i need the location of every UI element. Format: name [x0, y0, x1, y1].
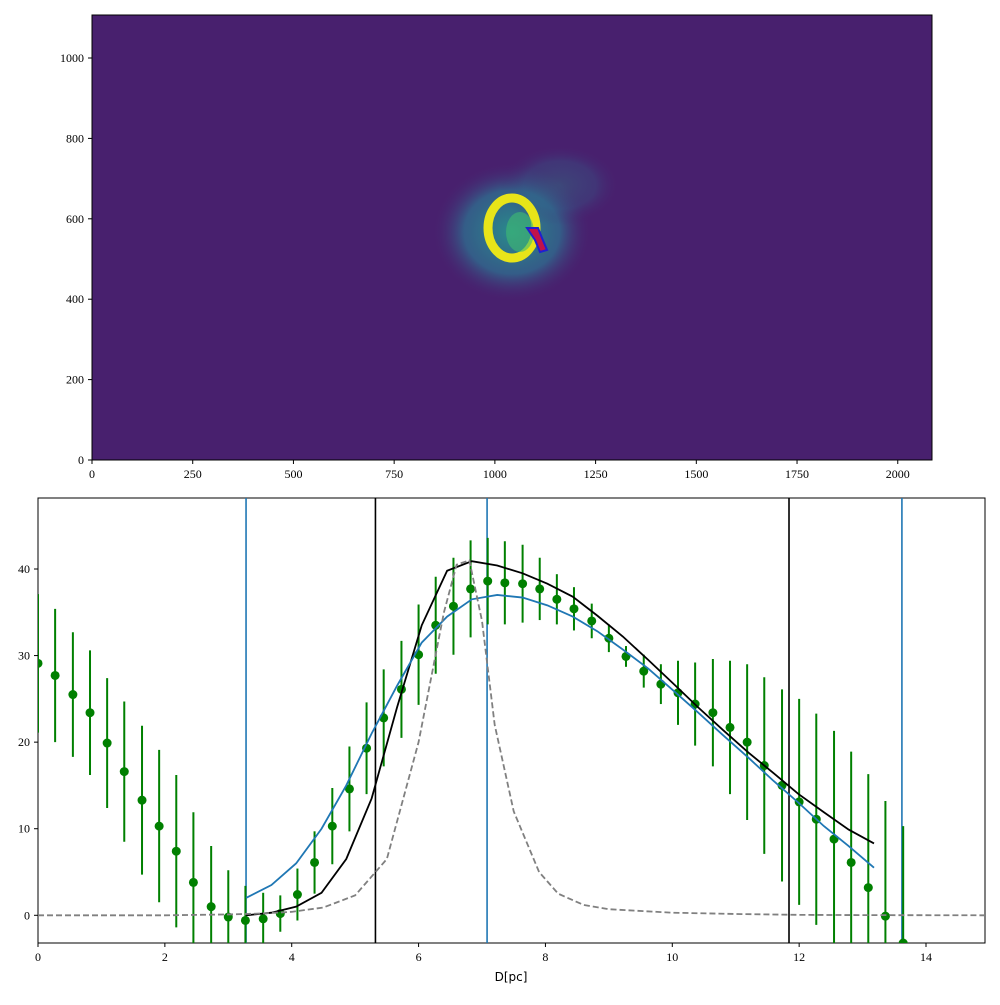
- data-point: [880, 911, 890, 921]
- data-point: [240, 915, 250, 925]
- data-point: [327, 821, 337, 831]
- data-point: [85, 708, 95, 718]
- x-tick-label: 1750: [785, 467, 809, 481]
- data-point: [431, 620, 441, 630]
- image-content: [432, 145, 620, 302]
- data-point: [569, 604, 579, 614]
- axes-frame: [37, 497, 986, 944]
- data-point: [742, 737, 752, 747]
- line-series: [245, 594, 875, 899]
- data-point: [310, 857, 320, 867]
- y-tick-label: 200: [66, 373, 84, 387]
- data-point: [708, 708, 718, 718]
- x-tick-label: 1000: [483, 467, 507, 481]
- plot-area: [38, 498, 985, 943]
- data-point: [137, 795, 147, 805]
- data-point: [794, 797, 804, 807]
- data-point: [898, 938, 908, 943]
- x-axis-label: D[pc]: [495, 970, 528, 984]
- data-point: [154, 821, 164, 831]
- data-point: [500, 578, 510, 588]
- y-tick-label: 400: [66, 292, 84, 306]
- y-tick-label: 30: [18, 649, 30, 663]
- data-point: [188, 877, 198, 887]
- y-tick-label: 40: [18, 562, 30, 576]
- line-series: [38, 559, 985, 917]
- data-point: [483, 576, 493, 586]
- x-tick-label: 0: [35, 950, 41, 964]
- data-point: [518, 579, 528, 589]
- data-point: [38, 658, 43, 668]
- data-point: [552, 594, 562, 604]
- data-point: [258, 914, 268, 924]
- y-tick-label: 800: [66, 131, 84, 145]
- y-tick-label: 1000: [60, 51, 84, 65]
- data-point: [50, 670, 60, 680]
- image-hotspot: [525, 227, 549, 254]
- data-point: [171, 846, 181, 856]
- data-point: [448, 601, 458, 611]
- x-tick-label: 750: [385, 467, 403, 481]
- x-tick-label: 250: [184, 467, 202, 481]
- x-tick-label: 4: [289, 950, 295, 964]
- data-point: [725, 722, 735, 732]
- y-tick-label: 0: [24, 908, 30, 922]
- data-point: [656, 679, 666, 689]
- data-point: [119, 767, 129, 777]
- x-tick-label: 14: [920, 950, 932, 964]
- data-point: [535, 584, 545, 594]
- data-point: [466, 584, 476, 594]
- y-tick-label: 10: [18, 822, 30, 836]
- x-tick-label: 12: [793, 950, 805, 964]
- x-tick-label: 2000: [886, 467, 910, 481]
- image-ring-inner: [506, 212, 534, 252]
- axes-frame: [91, 14, 933, 461]
- x-tick-label: 1250: [584, 467, 608, 481]
- x-tick-label: 2: [162, 950, 168, 964]
- x-tick-label: 1500: [684, 467, 708, 481]
- data-point: [863, 883, 873, 893]
- data-point: [639, 666, 649, 676]
- data-point: [587, 616, 597, 626]
- data-point: [68, 690, 78, 700]
- x-tick-label: 500: [284, 467, 302, 481]
- line-series: [245, 560, 875, 917]
- y-tick-label: 600: [66, 212, 84, 226]
- data-point: [846, 857, 856, 867]
- y-tick-label: 0: [78, 453, 84, 467]
- data-point: [292, 890, 302, 900]
- y-tick-label: 20: [18, 735, 30, 749]
- data-point: [102, 738, 112, 748]
- x-tick-label: 8: [542, 950, 548, 964]
- data-point: [206, 902, 216, 912]
- x-tick-label: 6: [416, 950, 422, 964]
- x-tick-label: 10: [666, 950, 678, 964]
- x-tick-label: 0: [89, 467, 95, 481]
- data-point: [344, 784, 354, 794]
